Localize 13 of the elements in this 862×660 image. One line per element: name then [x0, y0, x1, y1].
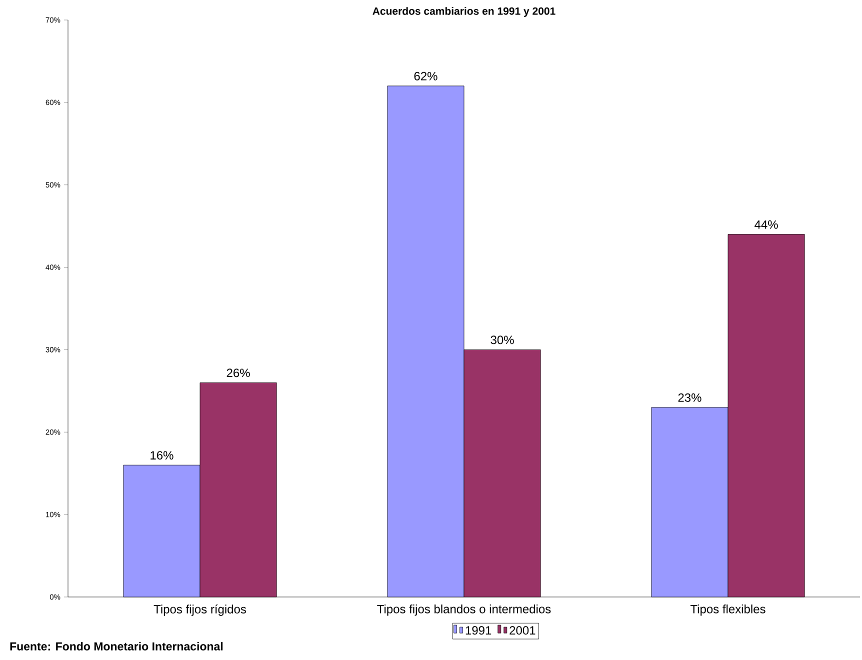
source-note: Fuente: Fondo Monetario Internacional	[10, 642, 223, 650]
x-tick-label: Tipos fijos blandos o intermedios	[377, 604, 551, 616]
data-label: 16%	[150, 451, 174, 460]
data-label: 62%	[414, 72, 438, 80]
data-label: 26%	[226, 368, 250, 378]
chart-title: Acuerdos cambiarios en 1991 y 2001	[372, 7, 556, 17]
data-label: 23%	[678, 393, 702, 402]
data-label: 44%	[754, 220, 778, 229]
legend-label: 1991	[466, 626, 492, 635]
legend-label: 2001	[510, 626, 536, 635]
data-label: 30%	[490, 336, 514, 344]
x-tick-label: Tipos fijos rígidos	[154, 604, 246, 616]
x-tick-label: Tipos flexibles	[690, 604, 766, 616]
